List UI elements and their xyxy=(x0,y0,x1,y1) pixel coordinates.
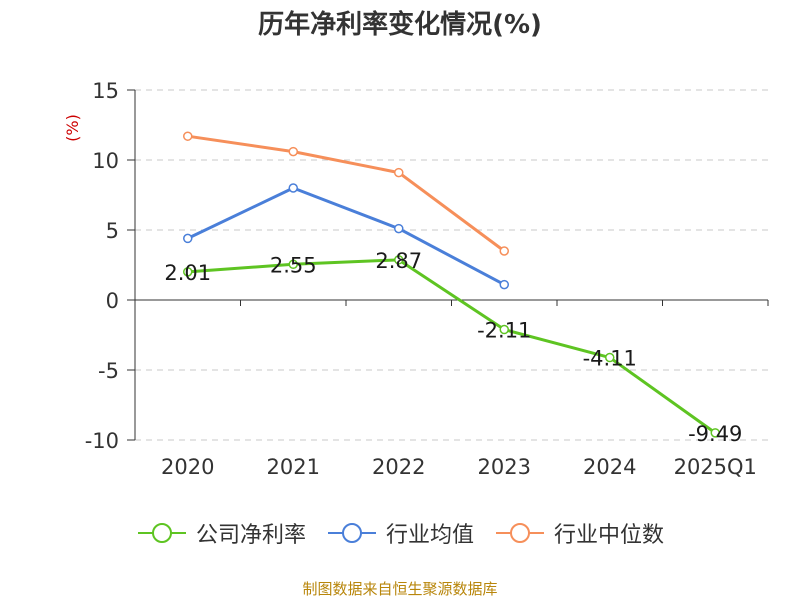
x-tick-label: 2024 xyxy=(583,455,636,479)
series-line-2 xyxy=(187,134,506,253)
series-line-1 xyxy=(187,186,505,286)
data-label: 2.87 xyxy=(375,249,422,273)
source-footnote: 制图数据来自恒生聚源数据库 xyxy=(302,580,498,598)
legend-marker-icon xyxy=(327,523,376,543)
legend-label: 行业均值 xyxy=(385,523,474,548)
y-tick-label: 15 xyxy=(92,79,119,103)
data-label: -4.11 xyxy=(583,347,637,371)
series-line-0 xyxy=(187,258,717,435)
data-label: -9.49 xyxy=(688,422,742,446)
x-tick-label: 2023 xyxy=(478,455,531,479)
legend-item-2[interactable]: 行业中位数 xyxy=(494,517,664,549)
chart-title: 历年净利率变化情况(%) xyxy=(258,10,542,40)
chart-legend: 公司净利率 行业均值 行业中位数 xyxy=(0,517,800,549)
data-point xyxy=(183,233,193,244)
y-tick-label: 5 xyxy=(106,219,119,243)
data-point xyxy=(288,183,298,193)
data-point xyxy=(394,167,404,178)
x-tick-label: 2021 xyxy=(267,455,320,479)
y-tick-label: 0 xyxy=(106,289,119,313)
data-point xyxy=(183,131,193,141)
legend-label: 行业中位数 xyxy=(554,523,665,548)
data-point xyxy=(394,223,404,234)
legend-item-0[interactable]: 公司净利率 xyxy=(136,517,306,549)
legend-marker-icon xyxy=(137,523,186,543)
data-point xyxy=(499,324,509,335)
data-point xyxy=(394,255,404,265)
data-point xyxy=(499,246,509,256)
y-tick-label: 10 xyxy=(92,149,119,173)
data-label: 2.55 xyxy=(270,253,317,277)
data-point xyxy=(605,352,615,363)
data-label: -2.11 xyxy=(477,319,531,343)
y-axis-label: (%) xyxy=(63,114,82,142)
data-point xyxy=(499,279,509,290)
x-tick-label: 2025Q1 xyxy=(674,455,757,479)
line-chart: 15 10 5 0 -5 -10 2020 2021 2022 2023 2024 2025Q1 (%)… xyxy=(63,79,769,479)
data-point xyxy=(183,267,193,277)
x-tick-label: 2020 xyxy=(161,455,214,479)
legend-marker-icon xyxy=(496,523,544,543)
data-label: 2.01 xyxy=(164,261,211,285)
data-point xyxy=(288,259,298,270)
legend-label: 公司净利率 xyxy=(195,523,306,548)
y-tick-label: -5 xyxy=(98,359,119,383)
data-point xyxy=(288,146,298,157)
data-point xyxy=(710,428,720,438)
x-tick-label: 2022 xyxy=(372,455,425,479)
y-tick-label: -10 xyxy=(85,429,119,453)
legend-item-1[interactable]: 行业均值 xyxy=(326,517,474,549)
